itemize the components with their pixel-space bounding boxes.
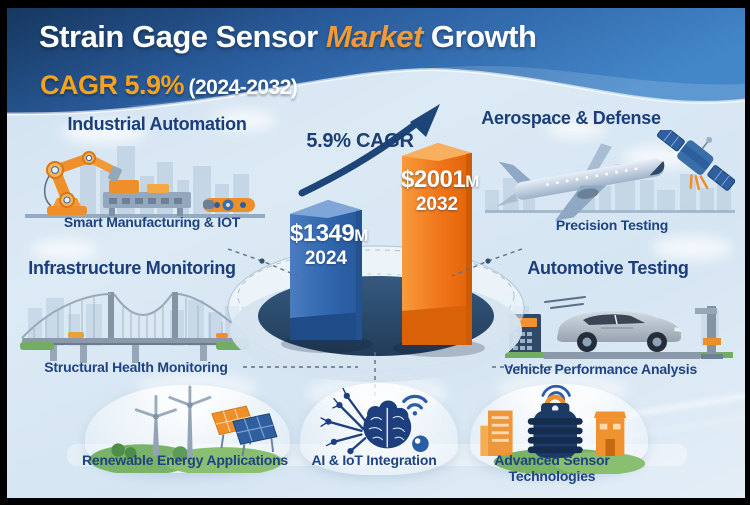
- infographic-canvas: Strain Gage Sensor Market Growth CAGR 5.…: [7, 8, 745, 498]
- bar-unit-2024: M: [354, 226, 368, 245]
- cloud: [62, 120, 146, 144]
- car-on-lift-icon: [557, 311, 681, 352]
- page-title: Strain Gage Sensor Market Growth: [39, 19, 599, 55]
- growth-arrow-icon: [298, 104, 440, 197]
- bar-2032: [402, 143, 472, 345]
- infrastructure-monitoring-illustration: [20, 292, 250, 363]
- connector-dot: [485, 258, 491, 264]
- platform-icon: [227, 245, 525, 382]
- cloud: [32, 240, 98, 260]
- solar-panel-icon: [211, 405, 278, 456]
- caption-advanced-sensor: Advanced Sensor Technologies: [494, 452, 610, 484]
- market-growth-chart: [227, 104, 558, 412]
- advanced-sensor-illustration: [480, 384, 646, 474]
- brain-network-icon: [320, 387, 412, 455]
- section-title-industrial-automation: Industrial Automation: [67, 114, 247, 134]
- wind-turbine-icon: [168, 385, 212, 458]
- agv-vehicle-icon: [203, 198, 255, 212]
- section-caption-automotive-testing: Vehicle Performance Analysis: [503, 361, 698, 377]
- growth-label: 5.9% CAGR: [306, 130, 414, 152]
- aerospace-defense-illustration: [485, 130, 735, 221]
- cloud: [547, 120, 605, 138]
- bar-value-2032: $2001: [401, 166, 466, 193]
- section-title-infrastructure-monitoring: Infrastructure Monitoring: [28, 258, 236, 278]
- bar-value-2024: $1349: [290, 220, 355, 247]
- section-caption-aerospace-defense: Precision Testing: [555, 217, 669, 233]
- caption-ai-iot: AI & IoT Integration: [311, 452, 437, 468]
- renewable-energy-illustration: [89, 385, 283, 473]
- satellite-icon: [656, 130, 735, 191]
- subtitle: CAGR 5.9% (2024-2032): [40, 70, 298, 101]
- load-cell-sensor-icon: [527, 394, 583, 458]
- ai-iot-illustration: [320, 387, 429, 455]
- speed-lines-icon: [544, 296, 586, 309]
- connector-dot: [259, 258, 265, 264]
- wind-turbine-icon: [134, 395, 177, 456]
- bar-label-2024: $1349M 2024: [290, 220, 368, 270]
- section-title-aerospace-defense: Aerospace & Defense: [481, 108, 661, 128]
- scaffold-tower-icon: [480, 410, 513, 456]
- cloud: [212, 110, 276, 130]
- section-title-automotive-testing: Automotive Testing: [527, 258, 689, 278]
- bar-year-2024: 2024: [304, 248, 348, 269]
- bar-year-2032: 2032: [415, 194, 459, 215]
- industrial-automation-illustration: [25, 146, 265, 218]
- section-caption-infrastructure-monitoring: Structural Health Monitoring: [44, 359, 228, 375]
- bar-label-2032: $2001M 2032: [401, 166, 479, 216]
- lift-post-icon: [695, 306, 723, 359]
- robot-arm-icon: [43, 151, 122, 215]
- title-pre: Strain Gage Sensor: [39, 19, 318, 54]
- factory-building-icon: [594, 411, 627, 456]
- cagr-value: CAGR 5.9%: [40, 70, 185, 100]
- suspension-bridge-icon: [21, 292, 249, 363]
- section-caption-industrial-automation: Smart Manufacturing & IOT: [63, 214, 241, 230]
- title-highlight: Market: [325, 19, 423, 54]
- cloud: [652, 236, 732, 260]
- caption-renewable-energy: Renewable Energy Applications: [81, 452, 289, 468]
- title-post: Growth: [430, 19, 537, 54]
- cagr-period: (2024-2032): [188, 76, 298, 99]
- wifi-icon: [402, 394, 428, 416]
- header-banner: [7, 8, 745, 116]
- airplane-icon: [496, 143, 665, 221]
- bar-unit-2032: M: [465, 172, 479, 191]
- conveyor-icon: [103, 180, 191, 216]
- bar-2024: [290, 200, 362, 340]
- sensor-node-icon: [412, 435, 429, 452]
